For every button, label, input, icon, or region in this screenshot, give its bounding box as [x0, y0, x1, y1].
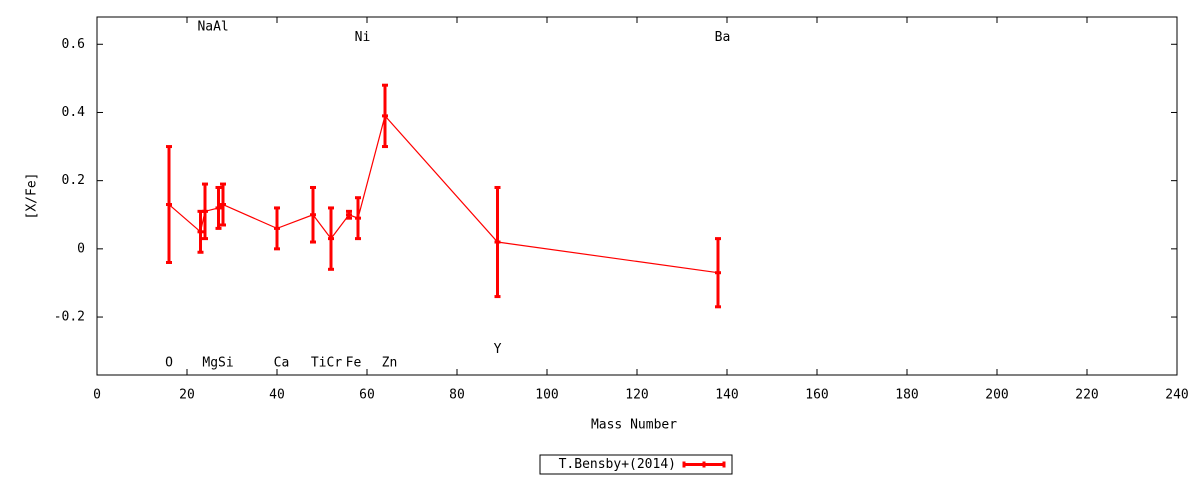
series-line: [168, 114, 719, 274]
y-tick-label: 0.4: [62, 105, 86, 120]
y-axis-label: [X/Fe]: [25, 173, 40, 220]
error-bar: [166, 145, 172, 264]
annotation: O: [165, 356, 173, 371]
x-tick-label: 140: [715, 388, 738, 403]
x-axis-label: Mass Number: [591, 418, 677, 433]
x-tick-label: 240: [1165, 388, 1188, 403]
annotation: Y: [494, 342, 502, 357]
error-bar: [355, 196, 361, 241]
legend-label: T.Bensby+(2014): [559, 457, 676, 472]
annotation: Ni: [355, 30, 371, 45]
error-bar: [274, 206, 280, 251]
plot-frame: [96, 16, 1178, 376]
x-tick-label: 160: [805, 388, 828, 403]
error-bar: [346, 209, 352, 220]
annotation: MgSi: [202, 356, 233, 371]
error-bar: [197, 209, 204, 254]
x-tick-label: 100: [535, 388, 558, 403]
legend-box: [539, 454, 733, 475]
x-tick-label: 60: [359, 388, 375, 403]
x-tick-label: 80: [449, 388, 465, 403]
error-bar: [715, 237, 721, 309]
error-bar: [220, 182, 226, 227]
annotation: Ca: [274, 356, 290, 371]
error-bar: [202, 182, 208, 241]
error-bar: [382, 83, 388, 149]
x-tick-label: 120: [625, 388, 648, 403]
x-tick-label: 220: [1075, 388, 1098, 403]
x-tick-label: 20: [179, 388, 195, 403]
error-bar: [494, 185, 501, 299]
annotation: Fe: [346, 356, 362, 371]
x-tick-label: 180: [895, 388, 918, 403]
y-tick-label: 0.6: [62, 37, 85, 52]
error-bar: [310, 185, 316, 244]
error-bar: [215, 185, 222, 230]
annotation: TiCr: [311, 356, 342, 371]
y-tick-label: 0.2: [62, 173, 85, 188]
error-bar: [328, 206, 334, 271]
x-tick-label: 200: [985, 388, 1008, 403]
annotation: Zn: [382, 356, 398, 371]
y-tick-label: 0: [77, 241, 85, 256]
x-tick-label: 40: [269, 388, 285, 403]
x-tick-label: 0: [93, 388, 101, 403]
y-tick-label: -0.2: [54, 310, 85, 325]
annotation: Ba: [715, 30, 731, 45]
annotation: NaAl: [197, 20, 228, 35]
